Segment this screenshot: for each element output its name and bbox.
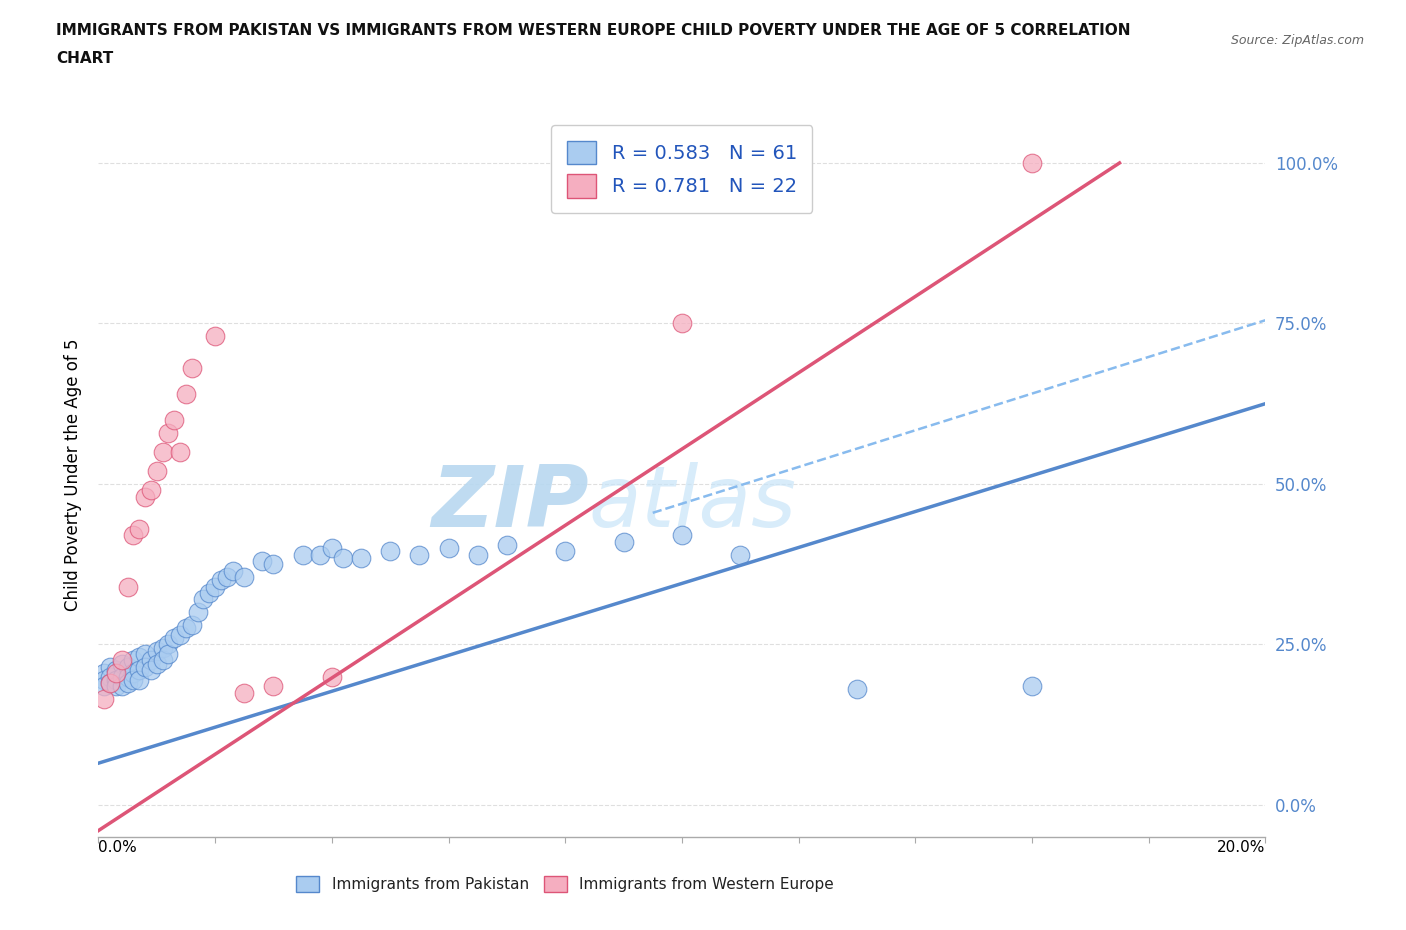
Y-axis label: Child Poverty Under the Age of 5: Child Poverty Under the Age of 5 [63,338,82,611]
Point [152,640,174,655]
Point [204,579,226,594]
Text: CHART: CHART [56,51,114,66]
Point [187,604,209,619]
Point [163,412,186,427]
Point [612,534,634,549]
Point [117,669,139,684]
Point [104,666,127,681]
Point [152,653,174,668]
Point [169,445,191,459]
Point [122,672,145,687]
Point [128,650,150,665]
Point [128,522,150,537]
Point [291,547,314,562]
Point [169,628,191,643]
Point [111,669,134,684]
Text: atlas: atlas [589,462,797,545]
Point [554,544,576,559]
Point [467,547,489,562]
Point [122,528,145,543]
Point [198,586,221,601]
Point [146,644,169,658]
Point [1021,679,1043,694]
Point [846,682,869,697]
Point [122,666,145,681]
Point [180,361,202,376]
Point [134,646,156,661]
Point [98,669,121,684]
Point [157,637,180,652]
Point [163,631,186,645]
Point [193,592,215,607]
Point [128,663,150,678]
Point [262,679,284,694]
Point [111,653,134,668]
Point [332,551,354,565]
Point [174,387,197,402]
Point [233,569,256,584]
Point [139,653,162,668]
Point [180,618,202,632]
Point [111,679,134,694]
Point [93,692,115,707]
Point [128,672,150,687]
Point [250,553,273,568]
Point [93,679,115,694]
Point [122,653,145,668]
Text: Source: ZipAtlas.com: Source: ZipAtlas.com [1230,34,1364,47]
Point [157,425,180,440]
Text: ZIP: ZIP [430,462,589,545]
Point [104,672,127,687]
Point [146,657,169,671]
Point [262,557,284,572]
Point [93,672,115,687]
Point [98,675,121,690]
Point [380,544,402,559]
Point [111,657,134,671]
Point [209,573,232,588]
Point [437,540,460,555]
Point [671,316,693,331]
Point [134,659,156,674]
Text: 0.0%: 0.0% [98,840,138,856]
Point [146,464,169,479]
Text: IMMIGRANTS FROM PAKISTAN VS IMMIGRANTS FROM WESTERN EUROPE CHILD POVERTY UNDER T: IMMIGRANTS FROM PAKISTAN VS IMMIGRANTS F… [56,23,1130,38]
Point [157,646,180,661]
Point [221,564,243,578]
Point [117,579,139,594]
Text: 20.0%: 20.0% [1218,840,1265,856]
Point [233,685,256,700]
Point [174,621,197,636]
Point [204,329,226,344]
Point [117,659,139,674]
Point [117,675,139,690]
Point [98,675,121,690]
Point [309,547,332,562]
Point [139,483,162,498]
Point [93,666,115,681]
Point [104,679,127,694]
Point [350,551,373,565]
Point [321,669,343,684]
Point [1021,155,1043,170]
Legend: Immigrants from Pakistan, Immigrants from Western Europe: Immigrants from Pakistan, Immigrants fro… [291,870,839,898]
Point [152,445,174,459]
Point [730,547,752,562]
Point [104,663,127,678]
Point [215,569,238,584]
Point [321,540,343,555]
Point [496,538,519,552]
Point [98,659,121,674]
Point [408,547,430,562]
Point [139,663,162,678]
Point [671,528,693,543]
Point [134,489,156,504]
